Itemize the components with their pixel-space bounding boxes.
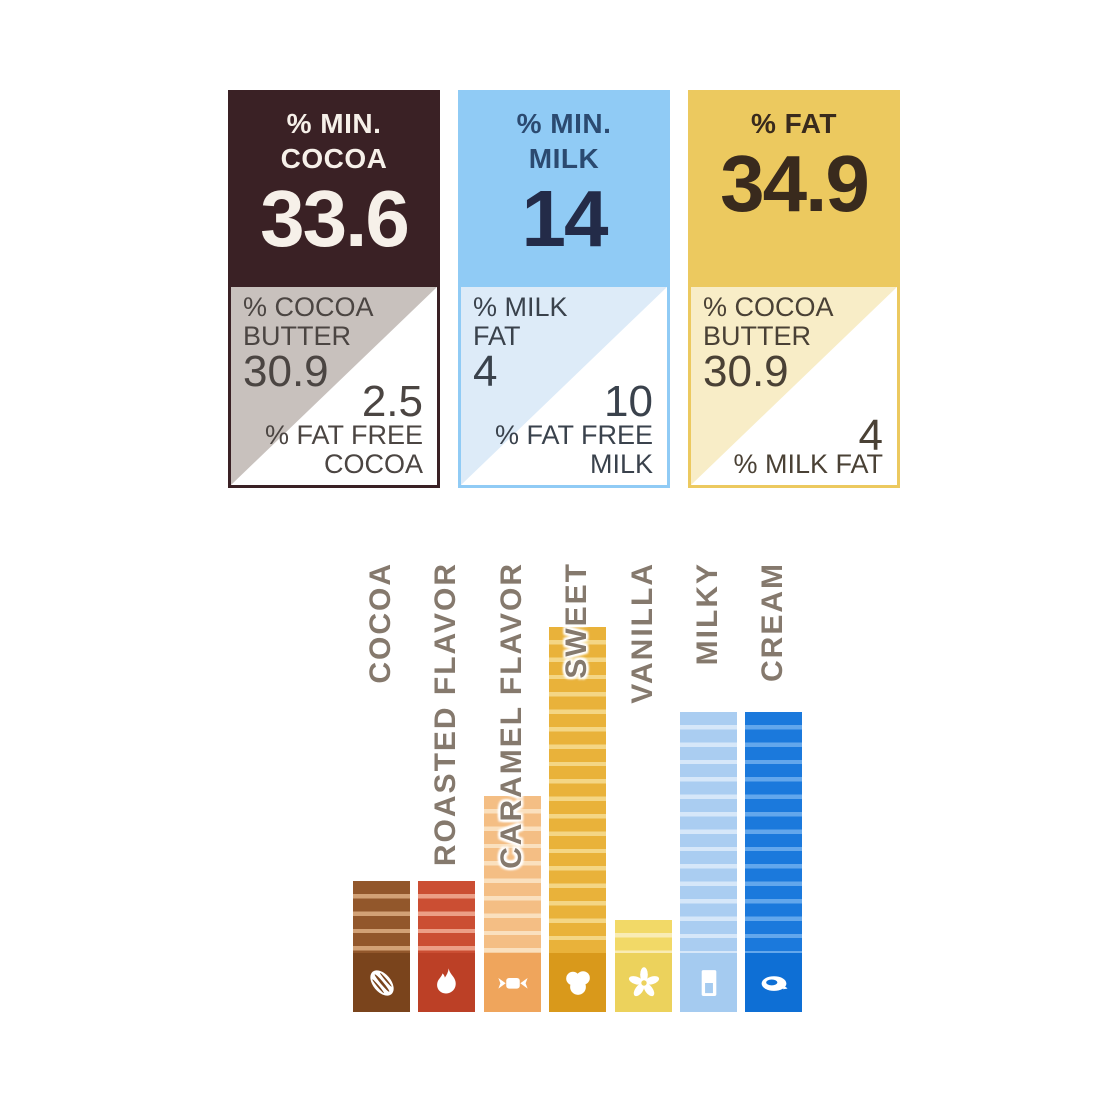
card-value: 14 — [521, 174, 609, 263]
card-title-line2: COCOA — [280, 143, 388, 174]
vanilla-flower-icon — [628, 966, 659, 996]
right-breakdown-value: 4 — [858, 411, 883, 460]
left-label-line1: % COCOA — [243, 292, 374, 322]
right-breakdown-label: % MILK FAT — [733, 450, 883, 479]
left-label-line2: BUTTER — [703, 321, 811, 351]
card-title: % MIN. MILK — [517, 106, 612, 176]
bar-roasted-flavor — [418, 881, 475, 1012]
bar-label-sweet: SWEET — [560, 562, 593, 679]
bar-label-milky: MILKY — [691, 562, 724, 666]
cream-swirl-icon — [761, 975, 787, 991]
right-breakdown-label: % FAT FREE COCOA — [265, 421, 423, 479]
left-breakdown-value: 4 — [473, 347, 498, 396]
card-title-line1: % MIN. — [516, 108, 612, 139]
card-min-milk-breakdown: % MILK FAT 4 10 % FAT FREE MILK — [458, 287, 670, 488]
bar-roasted-base — [418, 953, 475, 1012]
left-breakdown-value: 30.9 — [243, 347, 329, 396]
bar-caramel-flavor — [484, 796, 541, 1012]
bar-sweet-base — [549, 953, 606, 1012]
left-breakdown-label: % MILK FAT — [473, 293, 568, 351]
bar-cream-base — [745, 953, 802, 1012]
left-label-line2: FAT — [473, 321, 521, 351]
bar-milky-base — [680, 953, 737, 1012]
right-label-line2: COCOA — [323, 449, 423, 479]
sugar-lumps-icon — [565, 970, 590, 995]
bar-sweet — [549, 627, 606, 1012]
card-min-cocoa: % MIN. COCOA 33.6 % COCOA BUTTER 30.9 2.… — [228, 90, 440, 488]
right-label-line1: % FAT FREE — [264, 420, 423, 450]
cocoa-pod-icon — [369, 969, 394, 996]
card-title-line1: % MIN. — [286, 108, 382, 139]
card-min-cocoa-breakdown: % COCOA BUTTER 30.9 2.5 % FAT FREE COCOA — [228, 287, 440, 488]
card-min-milk-header: % MIN. MILK 14 — [458, 90, 670, 287]
card-value: 33.6 — [260, 174, 410, 263]
card-min-cocoa-header: % MIN. COCOA 33.6 — [228, 90, 440, 287]
card-min-milk: % MIN. MILK 14 % MILK FAT 4 10 % FAT FRE… — [458, 90, 670, 488]
right-label-line2: MILK — [589, 449, 653, 479]
left-breakdown-label: % COCOA BUTTER — [703, 293, 834, 351]
card-fat-header: % FAT 34.9 — [688, 90, 900, 287]
bar-vanilla-base — [615, 953, 672, 1012]
milk-glass-icon — [701, 969, 716, 996]
left-label-line2: BUTTER — [243, 321, 351, 351]
card-value: 34.9 — [720, 139, 870, 228]
bar-milky — [680, 712, 737, 1012]
left-breakdown-label: % COCOA BUTTER — [243, 293, 374, 351]
card-title: % MIN. COCOA — [281, 106, 388, 176]
bar-label-cream: CREAM — [756, 562, 789, 682]
right-breakdown-value: 10 — [604, 377, 653, 426]
card-fat-breakdown: % COCOA BUTTER 30.9 4 % MILK FAT — [688, 287, 900, 488]
bar-cream — [745, 712, 802, 1012]
right-label-line1: % FAT FREE — [494, 420, 653, 450]
left-label-line1: % COCOA — [703, 292, 834, 322]
bar-label-cocoa: COCOA — [364, 562, 397, 684]
bar-label-roasted-flavor: ROASTED FLAVOR — [429, 562, 462, 867]
left-breakdown-value: 30.9 — [703, 347, 789, 396]
caramel-candy-icon — [497, 977, 528, 989]
flavor-profile-chart: COCOA ROASTED FLAVOR CARAMEL FLAVOR SWEE… — [350, 560, 810, 1012]
right-breakdown-label: % FAT FREE MILK — [495, 421, 653, 479]
flame-icon — [436, 967, 456, 994]
right-label-line1: % MILK FAT — [733, 449, 883, 479]
left-label-line1: % MILK — [473, 292, 568, 322]
bar-label-caramel-flavor: CARAMEL FLAVOR — [495, 562, 528, 869]
card-title-line2: MILK — [528, 143, 600, 174]
right-breakdown-value: 2.5 — [361, 377, 423, 426]
card-title-line1: % FAT — [751, 108, 837, 139]
card-fat: % FAT 34.9 % COCOA BUTTER 30.9 4 % MILK … — [688, 90, 900, 488]
bar-caramel-base — [484, 953, 541, 1012]
bar-cocoa — [353, 881, 410, 1012]
bar-vanilla — [615, 920, 672, 1012]
card-title: % FAT — [751, 106, 837, 141]
bar-cocoa-base — [353, 953, 410, 1012]
bar-label-vanilla: VANILLA — [626, 562, 659, 704]
